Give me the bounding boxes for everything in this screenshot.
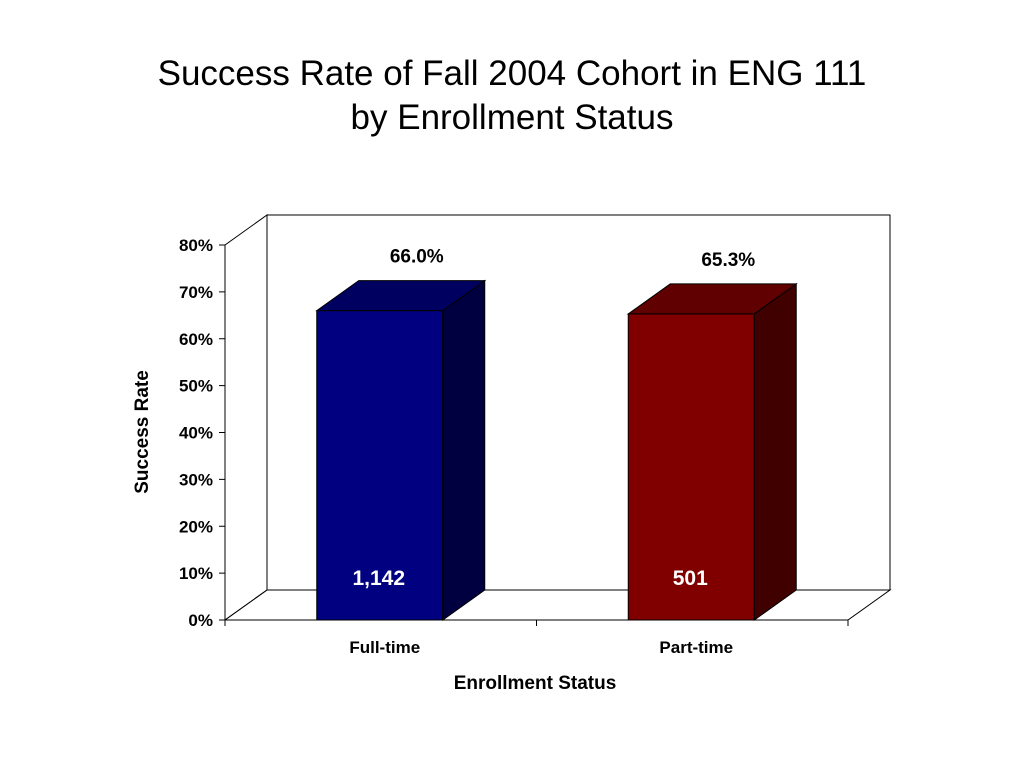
bar-value-label: 66.0% xyxy=(390,247,444,268)
y-tick-label: 20% xyxy=(179,517,213,536)
y-tick-label: 80% xyxy=(179,236,213,255)
y-tick-label: 40% xyxy=(179,424,213,443)
y-tick-label: 30% xyxy=(179,470,213,489)
chart-title: Success Rate of Fall 2004 Cohort in ENG … xyxy=(0,52,1024,140)
bar-part-time xyxy=(626,282,798,621)
y-tick-label: 60% xyxy=(179,330,213,349)
chart-title-line-1: Success Rate of Fall 2004 Cohort in ENG … xyxy=(157,54,867,93)
y-tick-label: 0% xyxy=(188,611,213,630)
chart-title-line-2: by Enrollment Status xyxy=(350,98,674,137)
x-tick-label: Part-time xyxy=(659,638,733,657)
bar-top xyxy=(626,283,798,315)
bar-full-time xyxy=(315,279,487,621)
x-axis-label: Enrollment Status xyxy=(454,673,617,694)
bar-side xyxy=(442,279,486,621)
y-tick-label: 50% xyxy=(179,377,213,396)
y-axis-label: Success Rate xyxy=(132,370,153,494)
bar-side xyxy=(753,282,797,621)
y-tick-label: 70% xyxy=(179,283,213,302)
side-wall xyxy=(224,214,268,621)
bar-top xyxy=(315,280,487,312)
x-tick-label: Full-time xyxy=(349,638,420,657)
bar-front xyxy=(316,310,444,621)
y-tick-label: 10% xyxy=(179,564,213,583)
bar-value-label: 65.3% xyxy=(701,250,755,271)
bar-front xyxy=(627,313,755,621)
bar-count-label: 501 xyxy=(673,567,708,590)
bar-count-label: 1,142 xyxy=(352,567,405,590)
